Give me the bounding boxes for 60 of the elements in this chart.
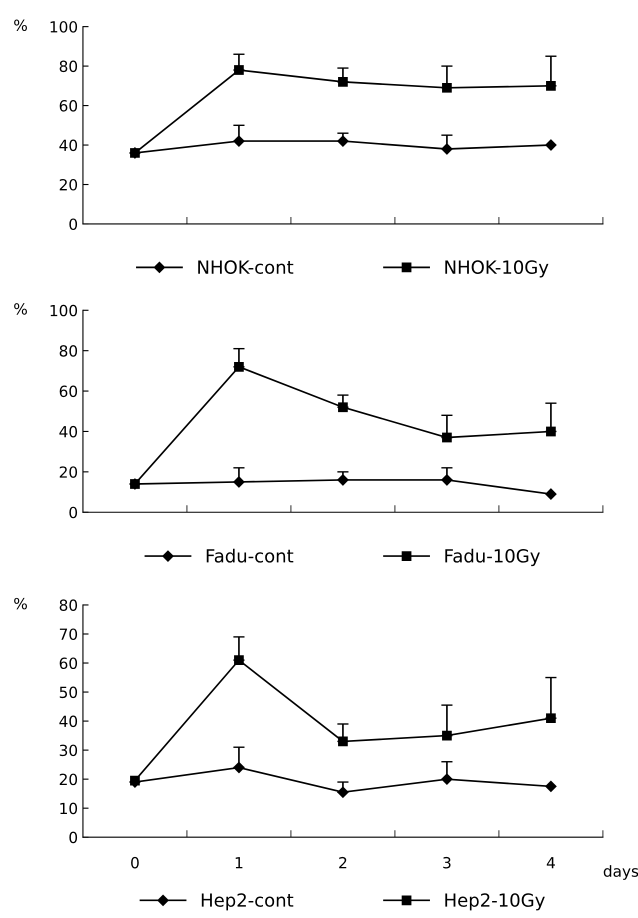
point [337, 786, 349, 798]
point [442, 82, 452, 93]
point [338, 736, 348, 746]
point [233, 762, 245, 774]
x-tick-label: 0 [131, 856, 139, 868]
point [545, 139, 557, 151]
y-tick-label: 40 [59, 716, 78, 728]
y-tick-label: 20 [60, 774, 78, 786]
y-axis-title: % [14, 20, 27, 32]
y-tick-label: 70 [60, 628, 78, 640]
y-tick-label: 0 [69, 832, 78, 844]
point [233, 476, 245, 488]
y-tick-label: 60 [60, 386, 78, 398]
y-tick-label: 10 [60, 802, 78, 814]
y-tick-label: 60 [60, 100, 78, 112]
legend-label: NHOK-cont [198, 260, 294, 274]
point [546, 713, 556, 724]
point [545, 488, 557, 500]
point [234, 65, 244, 75]
x-tick-label: 3 [443, 856, 451, 868]
y-tick-label: 40 [59, 140, 78, 152]
x-axis-title: days [604, 865, 638, 880]
y-tick-label: 20 [60, 178, 78, 191]
point [338, 402, 348, 412]
y-tick-label: 80 [60, 345, 78, 357]
y-axis-title: % [14, 598, 27, 610]
x-tick-label: 4 [546, 857, 555, 868]
y-tick-label: 100 [50, 21, 78, 33]
point [337, 474, 349, 486]
y-axis-title: % [14, 303, 27, 315]
point [441, 774, 453, 785]
y-tick-label: 30 [60, 744, 78, 756]
y-tick-label: 80 [60, 60, 78, 72]
point [442, 730, 452, 740]
y-tick-label: 40 [59, 426, 78, 438]
legend-label: NHOK-10Gy [445, 260, 548, 278]
point [233, 135, 245, 147]
y-tick-label: 60 [60, 657, 78, 670]
point [441, 143, 453, 155]
point [442, 432, 452, 442]
point [338, 77, 348, 87]
point [441, 474, 453, 486]
y-tick-label: 80 [60, 599, 78, 611]
legend-label: Hep2-cont [202, 893, 294, 910]
point [546, 80, 556, 91]
x-tick-label: 1 [236, 857, 242, 868]
point [546, 426, 556, 436]
point [545, 780, 557, 792]
y-tick-label: 100 [50, 304, 78, 316]
point [234, 362, 244, 372]
point [234, 655, 244, 665]
y-tick-label: 0 [69, 218, 78, 230]
legend-label: Fadu-10Gy [445, 548, 540, 566]
y-tick-label: 50 [60, 686, 78, 698]
legend-label: Hep2-10Gy [445, 893, 545, 910]
y-tick-label: 0 [69, 506, 78, 518]
x-tick-label: 2 [339, 856, 346, 868]
point [337, 135, 349, 147]
legend-label: Fadu-cont [206, 548, 294, 563]
y-tick-label: 20 [60, 466, 78, 478]
